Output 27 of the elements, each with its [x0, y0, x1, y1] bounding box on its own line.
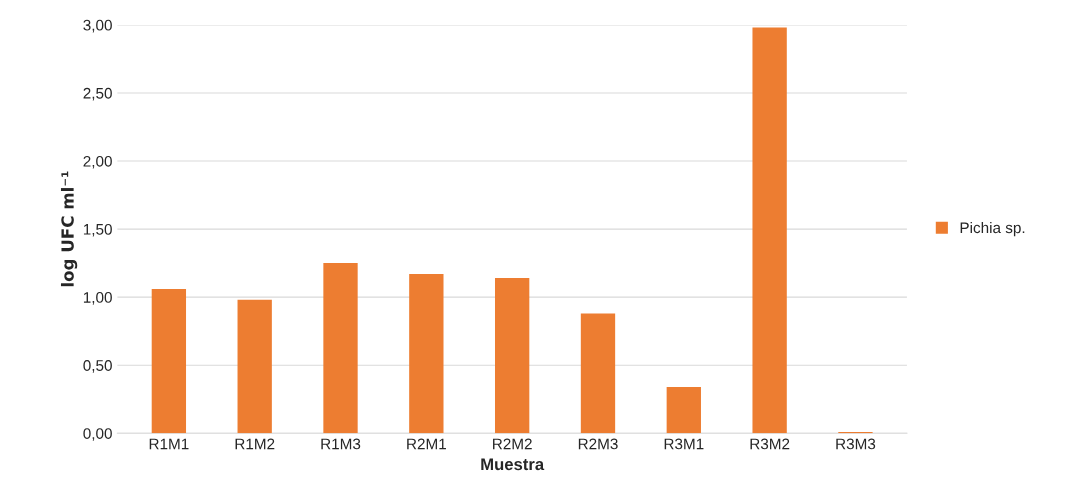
- x-tick-label: R1M3: [321, 438, 361, 450]
- y-tick-label: 1,00: [83, 292, 112, 305]
- legend-label: Pichia sp.: [960, 221, 1025, 237]
- bar: [495, 278, 530, 434]
- bar: [323, 263, 358, 434]
- x-tick-label: R3M1: [664, 438, 704, 450]
- bar: [151, 288, 187, 434]
- x-axis-title: Muestra: [481, 458, 545, 471]
- bar: [580, 313, 616, 434]
- y-tick-label: 0,50: [83, 360, 112, 373]
- y-axis-title: log UFC ml⁻¹: [60, 171, 78, 287]
- bar: [752, 27, 787, 434]
- x-tick-label: R2M3: [578, 438, 618, 450]
- y-tick-label: 1,50: [83, 223, 112, 237]
- bar: [237, 299, 272, 434]
- bar: [409, 274, 444, 434]
- y-tick-label: 2,00: [83, 155, 112, 169]
- y-tick-label: 2,50: [83, 87, 112, 101]
- x-tick-label: R1M2: [235, 438, 275, 450]
- bar: [666, 386, 701, 434]
- x-tick-label: R3M3: [836, 438, 876, 450]
- x-tick-label: R2M2: [493, 438, 532, 450]
- y-tick-label: 0,00: [83, 428, 112, 441]
- y-tick-label: 3,00: [83, 19, 112, 33]
- x-tick-label: R3M2: [750, 438, 790, 450]
- x-tick-label: R2M1: [407, 438, 446, 450]
- x-tick-label: R1M1: [149, 438, 189, 450]
